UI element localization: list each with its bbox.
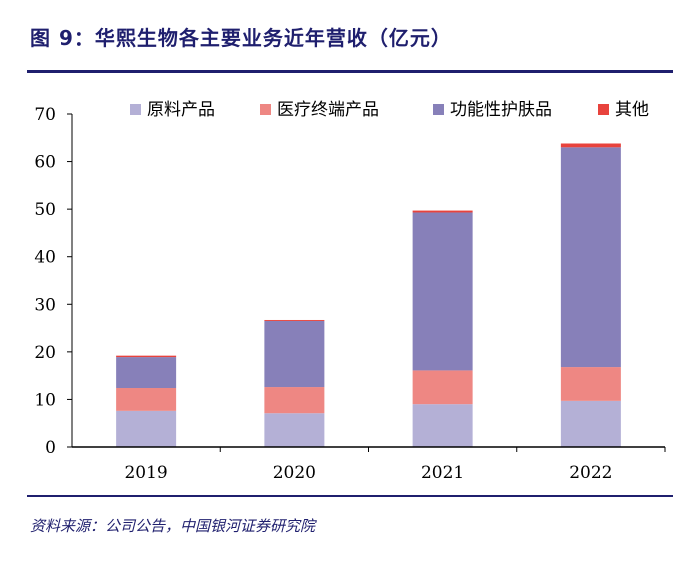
bar-segment [264, 319, 325, 321]
bar-segment [264, 413, 325, 447]
y-tick-label: 20 [34, 343, 56, 363]
bar-segment [264, 320, 325, 388]
bar-segment [116, 355, 177, 358]
source-note: 资料来源：公司公告，中国银河证券研究院 [30, 517, 316, 535]
source-rule [27, 495, 673, 497]
x-tick-label: 2020 [273, 463, 316, 483]
bar-segment [560, 400, 621, 447]
y-tick-label: 40 [34, 248, 56, 268]
y-tick-label: 30 [34, 295, 56, 315]
bar-segment [116, 357, 177, 389]
y-tick-label: 10 [34, 390, 56, 410]
title-rule [27, 70, 673, 73]
legend-label: 原料产品 [147, 100, 215, 120]
x-tick-label: 2022 [569, 463, 612, 483]
y-tick-label: 70 [34, 105, 56, 125]
x-tick-label: 2021 [421, 463, 464, 483]
bar-segment [560, 143, 621, 148]
bar-segment [560, 367, 621, 401]
bar-segment [560, 147, 621, 368]
chart-title: 图 9：华熙生物各主要业务近年营收（亿元） [30, 26, 452, 50]
bar-segment [264, 387, 325, 414]
bar-segment [412, 212, 473, 371]
bar-segment [412, 370, 473, 405]
legend-label: 医疗终端产品 [277, 100, 379, 120]
legend-swatch [433, 104, 444, 115]
legend-swatch [598, 104, 609, 115]
legend-label: 功能性护肤品 [450, 100, 552, 120]
bar-segment [412, 404, 473, 447]
legend-swatch [260, 104, 271, 115]
bar-segment [116, 388, 177, 411]
legend-label: 其他 [615, 100, 649, 120]
legend-swatch [130, 104, 141, 115]
y-tick-label: 50 [34, 200, 56, 220]
bar-segment [116, 410, 177, 447]
x-tick-label: 2019 [124, 463, 167, 483]
bar-segment [412, 210, 473, 213]
y-tick-label: 60 [34, 153, 56, 173]
y-tick-label: 0 [45, 438, 56, 458]
